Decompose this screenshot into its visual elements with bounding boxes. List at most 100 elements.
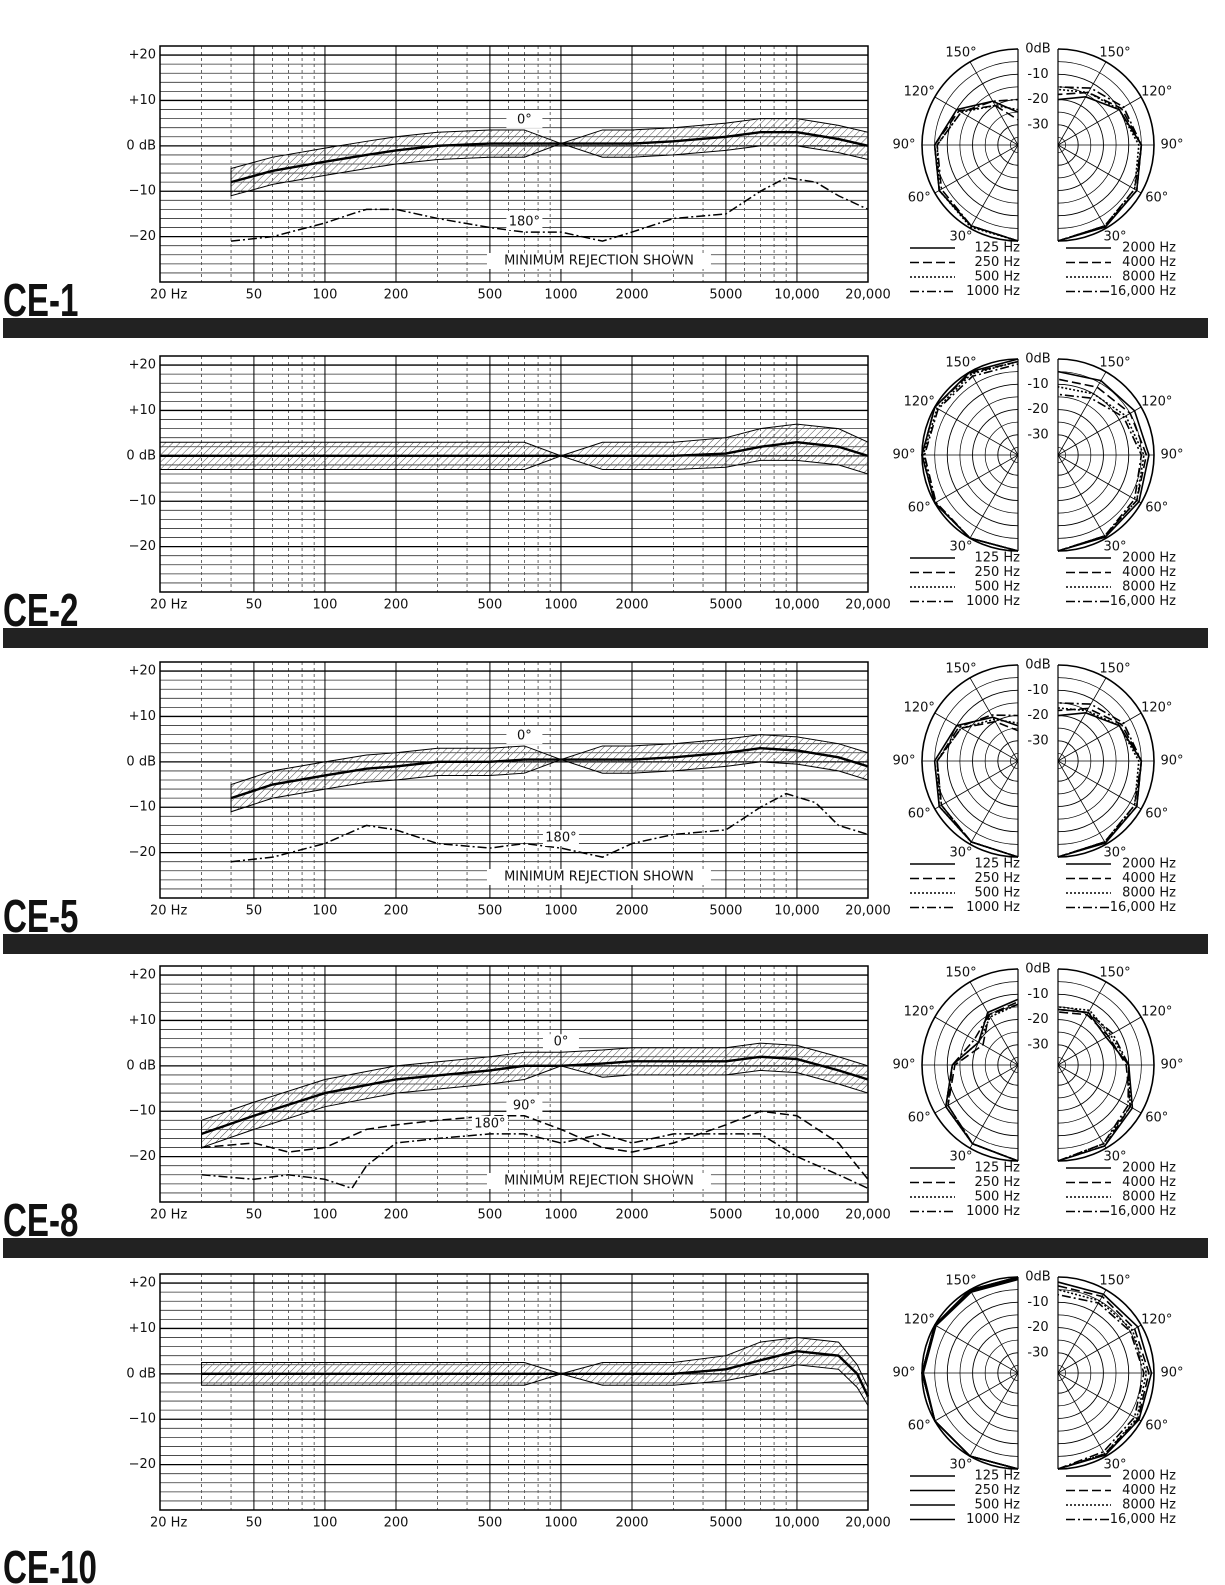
label-bg — [1023, 1295, 1053, 1310]
legend-label: 125 Hz — [974, 857, 1020, 872]
polar-curve — [933, 100, 1019, 242]
polar-curve — [1057, 393, 1143, 552]
legend-label: 16,000 Hz — [1110, 284, 1176, 299]
separator — [3, 1238, 1208, 1258]
angle-label: 120° — [904, 1005, 935, 1020]
label-bg — [506, 1097, 543, 1114]
ring-label: -30 — [1027, 733, 1048, 748]
angle-label: 150° — [1099, 1274, 1130, 1289]
polar-spoke — [1057, 454, 1142, 504]
label-bg — [1023, 683, 1053, 698]
y-tick-label: 0 dB — [126, 754, 156, 769]
legend-label: 125 Hz — [974, 1161, 1020, 1176]
y-tick-label: −20 — [129, 1457, 156, 1472]
response-curve — [201, 1110, 869, 1180]
x-tick-label: 500 — [477, 1208, 502, 1223]
polar-spoke — [934, 1372, 1019, 1422]
angle-label: 60° — [1145, 191, 1168, 206]
x-tick-label: 20 Hz — [150, 598, 187, 613]
x-tick-label: 5000 — [709, 1208, 742, 1223]
label-bg — [1023, 658, 1053, 672]
y-tick-label: −20 — [129, 845, 156, 860]
polar-curve — [1057, 1281, 1153, 1470]
legend-label: 2000 Hz — [1122, 1161, 1176, 1176]
x-tick-label: 2000 — [615, 1208, 648, 1223]
model-label: CE-1 — [3, 276, 78, 326]
label-bg — [1023, 962, 1053, 976]
polar-spoke — [969, 1064, 1019, 1149]
curve-label: 0° — [554, 1035, 569, 1050]
label-bg — [1023, 402, 1053, 417]
polar-curve — [921, 1277, 1019, 1470]
label-bg — [1023, 987, 1053, 1002]
ring-label: -10 — [1027, 987, 1048, 1002]
x-tick-label: 50 — [246, 1208, 263, 1223]
ring-label: 0dB — [1025, 1270, 1050, 1285]
legend-label: 250 Hz — [974, 565, 1020, 580]
polar-curve — [923, 363, 1019, 552]
x-tick-label: 50 — [246, 288, 263, 303]
angle-label: 90° — [1160, 1058, 1183, 1073]
y-tick-label: +10 — [129, 93, 156, 108]
angle-label: 150° — [1099, 966, 1130, 981]
polar-curve — [1057, 702, 1143, 858]
legend-label: 125 Hz — [974, 551, 1020, 566]
x-tick-label: 200 — [384, 598, 409, 613]
label-bg — [1023, 117, 1053, 132]
legend-label: 250 Hz — [974, 255, 1020, 270]
x-tick-label: 20,000 — [845, 598, 891, 613]
response-curve — [201, 1349, 870, 1398]
polar-spoke — [1057, 1324, 1142, 1374]
polar-curve — [936, 720, 1019, 858]
y-tick-label: +20 — [129, 1276, 156, 1291]
x-tick-label: 50 — [246, 904, 263, 919]
polar-curve — [936, 714, 1019, 858]
label-bg — [471, 1115, 508, 1132]
angle-label: 90° — [1160, 138, 1183, 153]
label-bg — [1023, 352, 1053, 366]
curve-label: 0° — [517, 112, 532, 127]
polar-spoke — [934, 712, 1019, 762]
x-tick-label: 20 Hz — [150, 1516, 187, 1531]
label-bg — [1023, 1320, 1053, 1335]
legend-label: 250 Hz — [974, 871, 1020, 886]
polar-spoke — [1057, 406, 1142, 456]
polar-spoke — [969, 981, 1019, 1066]
angle-label: 90° — [892, 448, 915, 463]
angle-label: 60° — [908, 1111, 931, 1126]
x-tick-label: 200 — [384, 288, 409, 303]
label-bg — [506, 214, 543, 231]
legend-label: 4000 Hz — [1122, 1483, 1176, 1498]
model-label: CE-8 — [3, 1196, 78, 1246]
legend-label: 1000 Hz — [966, 284, 1020, 299]
angle-label: 60° — [1145, 501, 1168, 516]
y-tick-label: −10 — [129, 494, 156, 509]
angle-label: 90° — [1160, 1366, 1183, 1381]
angle-label: 30° — [949, 1149, 972, 1164]
ring-label: -20 — [1027, 1320, 1048, 1335]
angle-label: 30° — [949, 845, 972, 860]
polar-curve — [1057, 1011, 1132, 1162]
polar-spoke — [1057, 1064, 1107, 1149]
polar-spoke — [969, 1289, 1019, 1374]
x-tick-label: 100 — [313, 904, 338, 919]
angle-label: 30° — [949, 539, 972, 554]
label-bg — [1023, 1270, 1053, 1284]
response-curve — [230, 176, 869, 242]
x-tick-label: 20,000 — [845, 904, 891, 919]
model-label: CE-2 — [3, 586, 78, 636]
angle-label: 30° — [949, 229, 972, 244]
curve-label: 180° — [474, 1116, 505, 1131]
x-tick-label: 20,000 — [845, 1516, 891, 1531]
angle-label: 150° — [945, 356, 976, 371]
x-tick-label: 20 Hz — [150, 1208, 187, 1223]
polar-curve — [933, 716, 1019, 858]
x-tick-label: 10,000 — [774, 904, 820, 919]
x-tick-label: 10,000 — [774, 1208, 820, 1223]
x-tick-label: 2000 — [615, 1516, 648, 1531]
x-tick-label: 10,000 — [774, 288, 820, 303]
polar-curve — [922, 1278, 1019, 1470]
separator — [3, 628, 1208, 648]
legend-label: 2000 Hz — [1122, 857, 1176, 872]
ring-label: -30 — [1027, 1345, 1048, 1360]
